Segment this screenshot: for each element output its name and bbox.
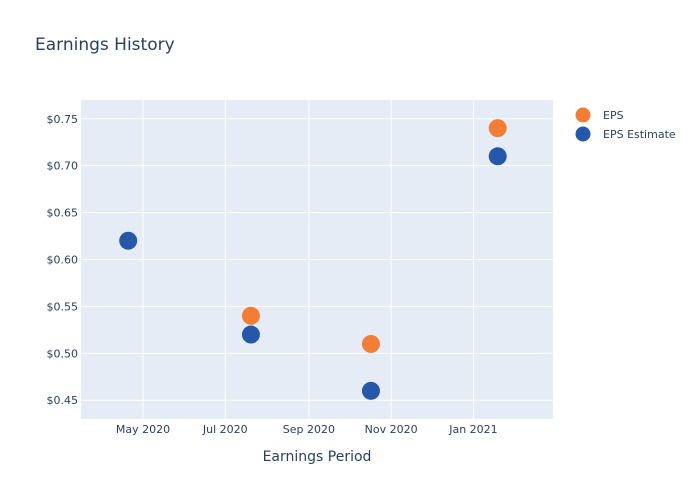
x-tick-label: Nov 2020: [365, 423, 418, 436]
eps-point[interactable]: [488, 119, 507, 138]
eps-estimate-point[interactable]: [119, 231, 138, 250]
y-tick-label: $0.65: [47, 207, 79, 220]
y-tick-label: $0.45: [47, 394, 79, 407]
y-tick-label: $0.75: [47, 113, 79, 126]
x-tick-label: Jul 2020: [202, 423, 248, 436]
y-tick-label: $0.55: [47, 300, 79, 313]
legend-label: EPS: [603, 109, 624, 122]
x-tick-label: Sep 2020: [283, 423, 335, 436]
eps-point[interactable]: [361, 334, 380, 353]
x-axis-ticks: May 2020 Jul 2020 Sep 2020 Nov 2020 Jan 2021: [116, 423, 498, 436]
grid-lines: [81, 100, 553, 419]
eps-point[interactable]: [241, 306, 260, 325]
y-tick-label: $0.60: [47, 254, 79, 267]
x-tick-label: May 2020: [116, 423, 170, 436]
legend[interactable]: EPS EPS Estimate: [575, 107, 676, 142]
legend-item-eps-estimate[interactable]: EPS Estimate: [575, 126, 676, 142]
legend-label: EPS Estimate: [603, 128, 676, 141]
x-tick-label: Jan 2021: [448, 423, 497, 436]
legend-marker: [575, 107, 591, 123]
y-tick-label: $0.50: [47, 347, 79, 360]
legend-marker: [575, 126, 591, 142]
eps-estimate-point[interactable]: [361, 381, 380, 400]
eps-estimate-point[interactable]: [488, 147, 507, 166]
eps-estimate-point[interactable]: [241, 325, 260, 344]
y-tick-label: $0.70: [47, 160, 79, 173]
chart-title: Earnings History: [35, 35, 175, 55]
legend-item-eps[interactable]: EPS: [575, 107, 624, 123]
y-axis-ticks: $0.45 $0.50 $0.55 $0.60 $0.65 $0.70 $0.75: [47, 113, 79, 407]
x-axis-title: Earnings Period: [263, 449, 372, 465]
data-points: [119, 119, 507, 400]
